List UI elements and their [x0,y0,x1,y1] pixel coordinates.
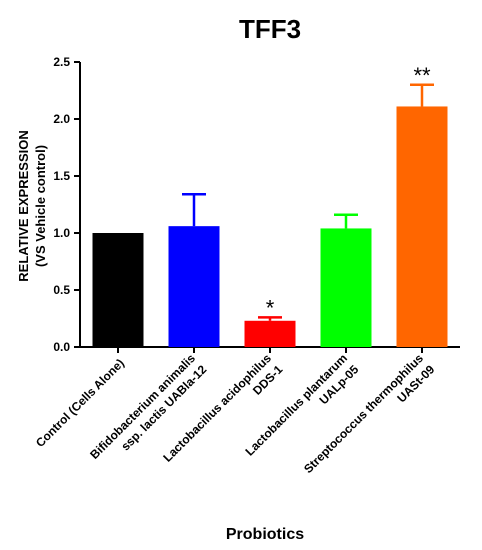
bar [92,233,144,347]
bar [168,226,220,347]
y-tick-label: 0.0 [53,340,70,354]
significance-marker: * [266,295,275,320]
chart-title: TFF3 [239,14,301,44]
x-axis-title: Probiotics [226,526,304,543]
y-tick-label: 2.5 [53,55,70,69]
x-tick-label-line: Streptococcus thermophilus [301,351,426,476]
significance-marker: ** [413,63,431,88]
bar [244,320,296,347]
y-axis-title-line-2: (VS Vehicle control) [33,145,48,267]
bar [320,228,372,347]
y-tick-label: 1.0 [53,226,70,240]
y-axis-title-line-1: RELATIVE EXPRESSION [16,130,31,281]
y-tick-label: 2.0 [53,112,70,126]
y-tick-label: 0.5 [53,283,70,297]
y-tick-label: 1.5 [53,169,70,183]
bar [396,106,448,348]
